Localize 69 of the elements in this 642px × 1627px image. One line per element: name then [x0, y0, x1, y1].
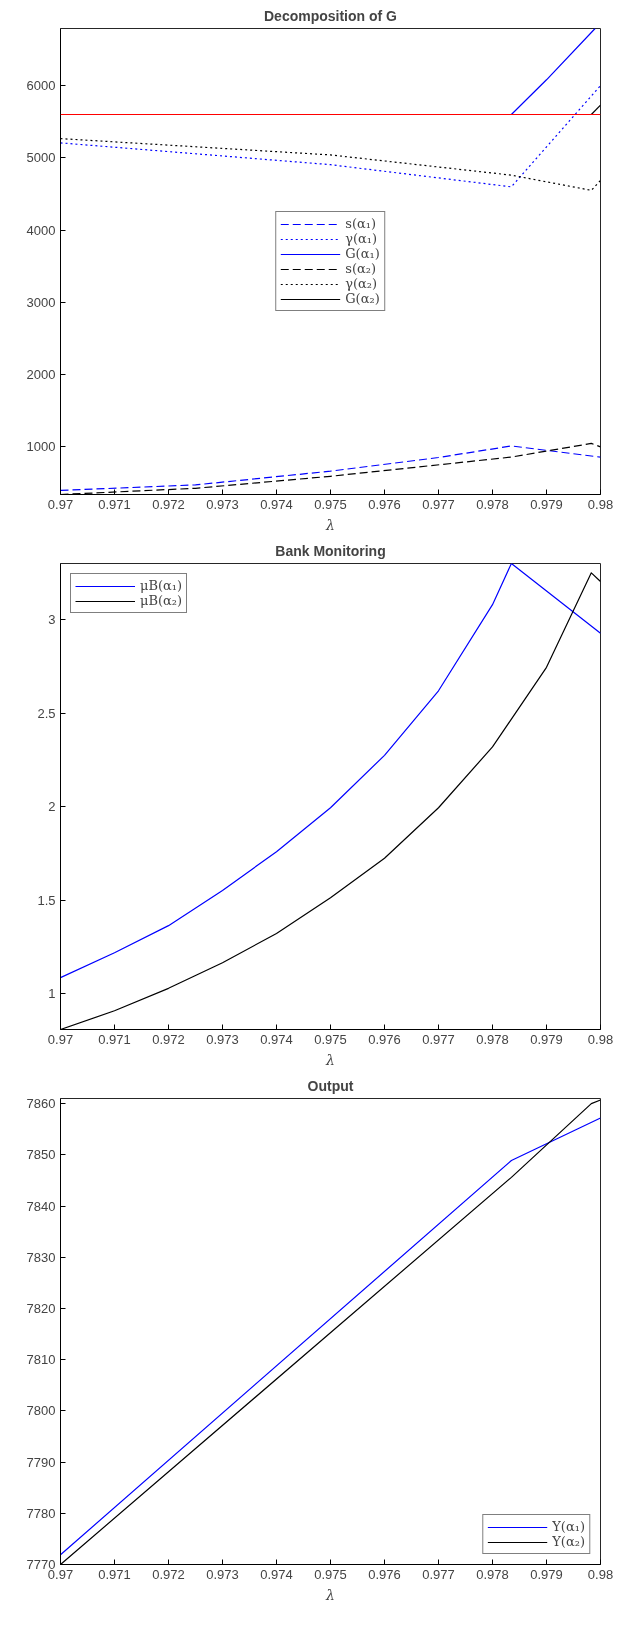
y-tick-label: 1000 [26, 439, 56, 455]
chart-title: Output [307, 1077, 354, 1094]
y-tick-label: 7860 [26, 1096, 56, 1112]
x-tick-label: 0.978 [476, 1566, 509, 1582]
line-series [60, 84, 601, 188]
x-tick-label: 0.973 [206, 496, 239, 512]
x-tick-label: 0.977 [422, 1566, 455, 1582]
x-tick-label: 0.979 [530, 1566, 563, 1582]
x-tick-label: 0.972 [152, 1031, 185, 1047]
x-tick-label: 0.971 [98, 1031, 131, 1047]
legend-label: γ(α₁) [345, 231, 378, 246]
legend-label: Y(α₁) [552, 1519, 585, 1534]
legend-label: μB(α₁) [140, 578, 183, 593]
x-tick-label: 0.973 [206, 1566, 239, 1582]
y-tick-label: 7790 [26, 1454, 56, 1470]
x-axis-title: λ [325, 1051, 335, 1068]
x-tick-label: 0.971 [98, 1566, 131, 1582]
y-tick-label: 7840 [26, 1198, 56, 1214]
x-tick-label: 0.97 [47, 496, 74, 512]
legend-label: γ(α₂) [345, 276, 378, 291]
y-tick-label: 1.5 [37, 892, 56, 908]
y-tick-label: 7780 [26, 1505, 56, 1521]
legend-label: s(α₁) [345, 216, 377, 231]
x-tick-label: 0.976 [368, 1566, 401, 1582]
y-tick-label: 7820 [26, 1300, 56, 1316]
legend-label: G(α₁) [345, 246, 380, 261]
y-tick-label: 7830 [26, 1249, 56, 1265]
y-tick-label: 7810 [26, 1352, 56, 1368]
x-tick-label: 0.973 [206, 1031, 239, 1047]
y-tick-label: 2.5 [37, 705, 56, 721]
y-tick-label: 6000 [26, 78, 56, 94]
chart-title: Decomposition of G [264, 7, 398, 24]
x-tick-label: 0.977 [422, 496, 455, 512]
x-tick-label: 0.979 [530, 1031, 563, 1047]
x-tick-label: 0.974 [260, 1566, 293, 1582]
x-tick-label: 0.974 [260, 496, 293, 512]
x-tick-label: 0.972 [152, 1566, 185, 1582]
legend-label: Y(α₂) [552, 1534, 585, 1549]
x-axis-title: λ [325, 516, 335, 533]
x-tick-label: 0.98 [587, 1566, 614, 1582]
chart-title: Bank Monitoring [275, 542, 386, 559]
y-tick-label: 1 [48, 986, 56, 1002]
y-tick-label: 7800 [26, 1403, 56, 1419]
y-tick-label: 2000 [26, 367, 56, 383]
x-axis-title: λ [325, 1586, 335, 1603]
y-tick-label: 5000 [26, 150, 56, 166]
legend-label: μB(α₂) [140, 593, 183, 608]
x-tick-label: 0.976 [368, 496, 401, 512]
x-tick-label: 0.972 [152, 496, 185, 512]
y-tick-label: 4000 [26, 222, 56, 238]
y-tick-label: 3000 [26, 294, 56, 310]
x-tick-label: 0.976 [368, 1031, 401, 1047]
y-tick-label: 2 [48, 799, 56, 815]
x-tick-label: 0.979 [530, 496, 563, 512]
x-tick-label: 0.978 [476, 1031, 509, 1047]
y-tick-label: 3 [48, 612, 56, 628]
x-tick-label: 0.977 [422, 1031, 455, 1047]
x-tick-label: 0.971 [98, 496, 131, 512]
x-tick-label: 0.98 [587, 1031, 614, 1047]
x-tick-label: 0.975 [314, 1566, 347, 1582]
y-tick-label: 7850 [26, 1147, 56, 1163]
x-tick-label: 0.975 [314, 1031, 347, 1047]
legend-label: G(α₂) [345, 291, 380, 306]
x-tick-label: 0.98 [587, 496, 614, 512]
x-tick-label: 0.978 [476, 496, 509, 512]
x-tick-label: 0.97 [47, 1031, 74, 1047]
legend-label: s(α₂) [345, 261, 377, 276]
x-tick-label: 0.975 [314, 496, 347, 512]
x-tick-label: 0.974 [260, 1031, 293, 1047]
